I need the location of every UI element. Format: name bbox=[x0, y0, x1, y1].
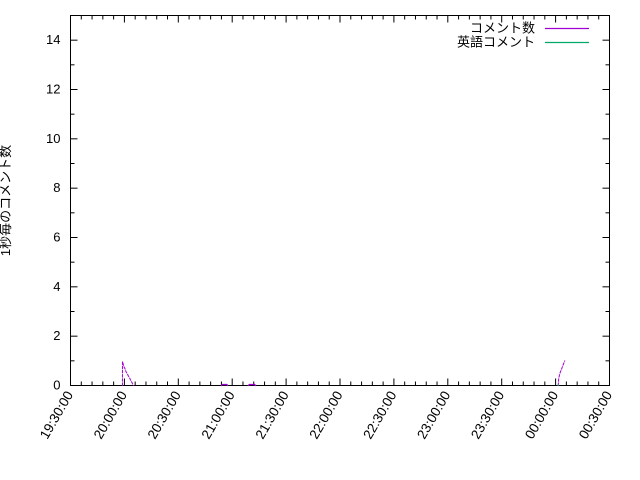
svg-text:10: 10 bbox=[46, 131, 60, 146]
svg-text:2: 2 bbox=[53, 328, 60, 343]
svg-text:12: 12 bbox=[46, 82, 60, 97]
svg-text:4: 4 bbox=[53, 279, 60, 294]
svg-text:0: 0 bbox=[53, 378, 60, 393]
svg-text:1秒毎のコメント数: 1秒毎のコメント数 bbox=[0, 145, 13, 256]
svg-text:8: 8 bbox=[53, 180, 60, 195]
svg-text:6: 6 bbox=[53, 230, 60, 245]
svg-text:コメント数: コメント数 bbox=[470, 21, 535, 36]
svg-text:英語コメント: 英語コメント bbox=[457, 35, 535, 50]
svg-text:14: 14 bbox=[46, 32, 60, 47]
